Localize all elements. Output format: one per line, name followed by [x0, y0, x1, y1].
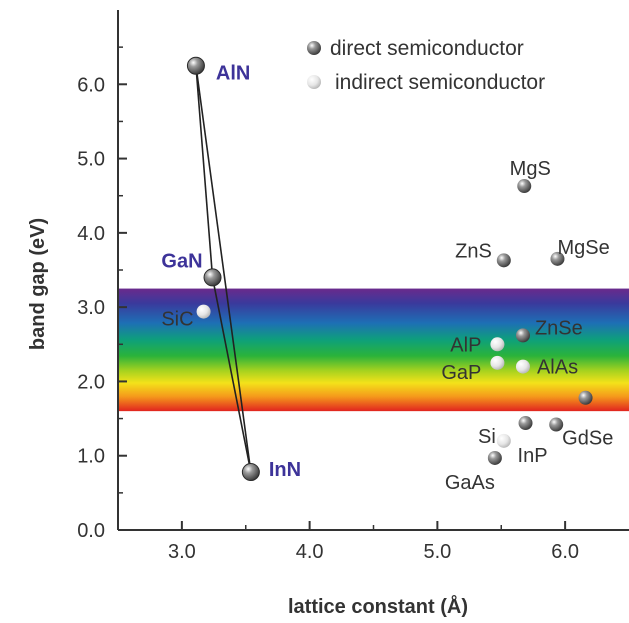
point-inp — [518, 416, 533, 431]
label-alas: AlAs — [537, 357, 578, 379]
point-aln — [186, 56, 205, 75]
label-gap: GaP — [441, 362, 481, 384]
label-mgs: MgS — [510, 158, 551, 180]
legend-indirect-label: indirect semiconductor — [335, 71, 545, 94]
connector-line — [211, 277, 252, 473]
point-gdse — [549, 417, 564, 432]
label-si: Si — [478, 426, 496, 448]
x-ticks: 3.0 4.0 5.0 6.0 — [168, 521, 579, 563]
y-ticks: 0.0 1.0 2.0 3.0 4.0 5.0 6.0 — [77, 46, 127, 542]
x-axis-title: lattice constant (Å) — [288, 594, 468, 618]
connector-line — [195, 65, 214, 278]
point-alp — [490, 337, 505, 352]
legend-indirect-marker — [307, 75, 321, 89]
y-tick-label: 6.0 — [77, 74, 105, 96]
point-inn — [241, 463, 260, 482]
label-inp: InP — [518, 445, 548, 467]
y-tick-label: 1.0 — [77, 446, 105, 468]
point-alas — [515, 359, 530, 374]
data-points: AlN GaN InN MgS ZnS MgSe ZnSe GaAs InP GdSe SiC AlP… — [161, 56, 613, 494]
label-gaas: GaAs — [445, 472, 495, 494]
visible-spectrum-band — [119, 288, 629, 412]
connector-lines — [195, 65, 252, 473]
y-tick-label: 4.0 — [77, 223, 105, 245]
point-si — [496, 433, 511, 448]
y-tick-label: 5.0 — [77, 149, 105, 171]
point-mgse — [550, 251, 565, 266]
label-gan: GaN — [161, 250, 202, 272]
label-znse: ZnSe — [535, 317, 583, 339]
label-aln: AlN — [216, 63, 250, 85]
point-mgs — [517, 179, 532, 194]
label-gdse: GdSe — [562, 428, 613, 450]
label-zns: ZnS — [455, 240, 492, 262]
y-axis-title: band gap (eV) — [27, 218, 49, 350]
x-tick-label: 5.0 — [423, 541, 451, 563]
legend-direct-label: direct semiconductor — [330, 37, 524, 60]
label-alp: AlP — [450, 334, 481, 356]
y-tick-label: 2.0 — [77, 371, 105, 393]
y-tick-label: 3.0 — [77, 297, 105, 319]
point-unlabeled — [578, 390, 593, 405]
point-gan — [203, 268, 222, 287]
point-gaas — [487, 450, 502, 465]
point-gap — [490, 355, 505, 370]
point-sic — [196, 304, 211, 319]
legend-direct-marker — [307, 41, 321, 55]
label-mgse: MgSe — [557, 237, 609, 259]
x-tick-label: 4.0 — [296, 541, 324, 563]
label-inn: InN — [269, 459, 301, 481]
y-tick-label: 0.0 — [77, 520, 105, 542]
point-zns — [496, 253, 511, 268]
label-sic: SiC — [161, 309, 193, 331]
connector-line — [195, 65, 252, 473]
x-tick-label: 3.0 — [168, 541, 196, 563]
point-znse — [515, 328, 530, 343]
x-tick-label: 6.0 — [551, 541, 579, 563]
legend: direct semiconductor indirect semiconduc… — [307, 37, 545, 94]
